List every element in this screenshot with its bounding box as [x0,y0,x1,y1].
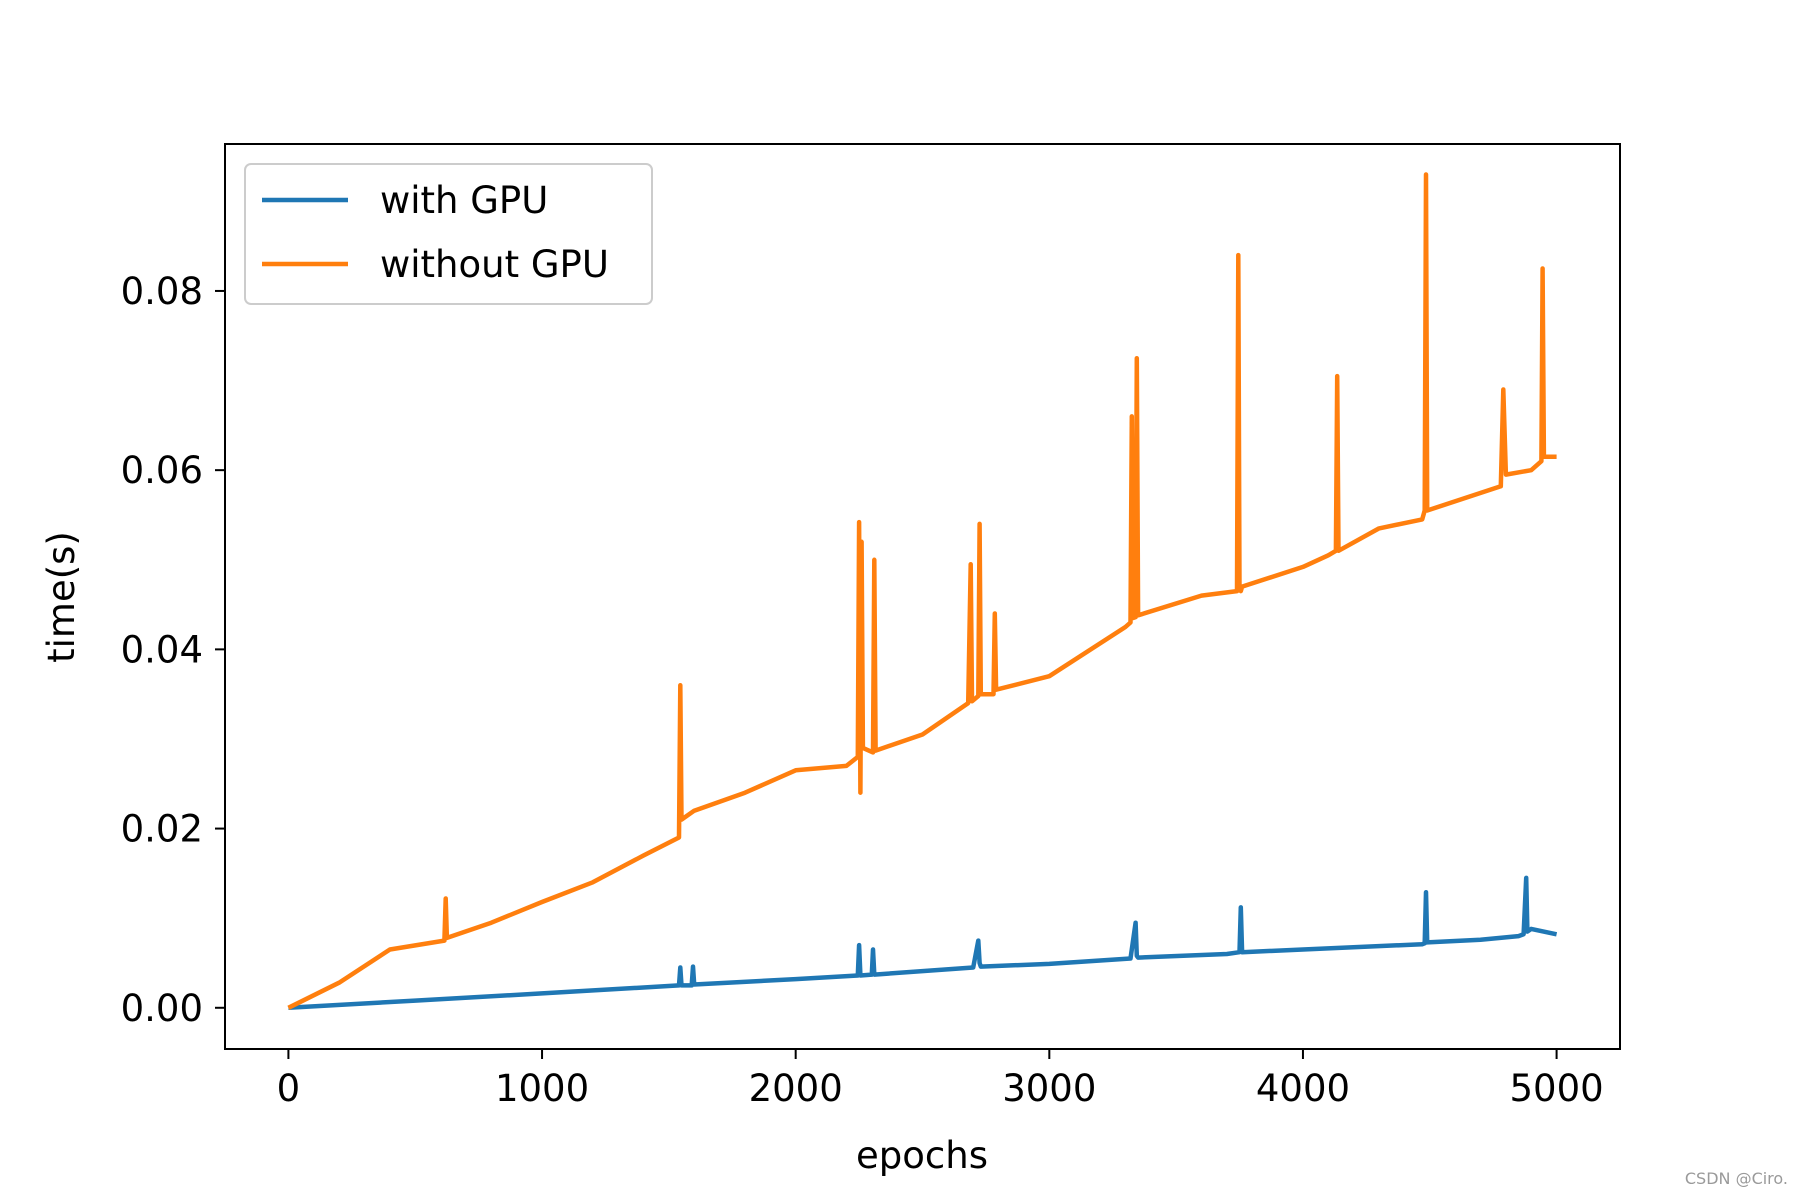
axes-frame [224,143,1621,1050]
x-axis-label: epochs [856,1134,988,1177]
y-axis-ticks: 0.00 0.02 0.04 0.06 0.08 [121,270,225,1030]
y-tick-label: 0.08 [121,270,203,313]
x-tick-label: 3000 [1002,1067,1096,1110]
watermark: CSDN @Ciro. [1684,1169,1788,1188]
x-tick-label: 0 [277,1067,301,1110]
legend-label-without-gpu: without GPU [380,243,609,286]
y-tick-label: 0.02 [121,808,203,851]
series-line-without-gpu [287,172,1557,1010]
legend: with GPU without GPU [244,163,653,305]
y-tick-label: 0.04 [121,628,203,671]
x-tick-label: 4000 [1256,1067,1350,1110]
y-axis-label: time(s) [40,531,83,663]
y-tick-label: 0.00 [121,987,203,1030]
y-tick-label: 0.06 [121,449,203,492]
series-line-with-gpu [288,875,1558,1011]
x-tick-label: 2000 [749,1067,843,1110]
x-tick-label: 1000 [495,1067,589,1110]
plot-lines [287,172,1558,1011]
x-axis-ticks: 0 1000 2000 3000 4000 5000 [277,1049,1604,1110]
x-tick-label: 5000 [1510,1067,1604,1110]
legend-label-with-gpu: with GPU [380,179,548,222]
